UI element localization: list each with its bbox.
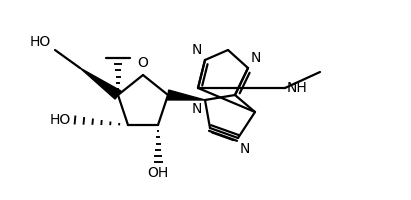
Text: N: N [192,102,202,116]
Text: O: O [138,56,148,70]
Text: HO: HO [50,113,71,127]
Polygon shape [167,90,205,100]
Text: N: N [192,43,202,57]
Text: NH: NH [287,81,308,95]
Polygon shape [80,68,121,99]
Text: N: N [240,142,250,156]
Text: N: N [251,51,261,65]
Text: HO: HO [30,35,51,49]
Text: OH: OH [148,166,169,180]
